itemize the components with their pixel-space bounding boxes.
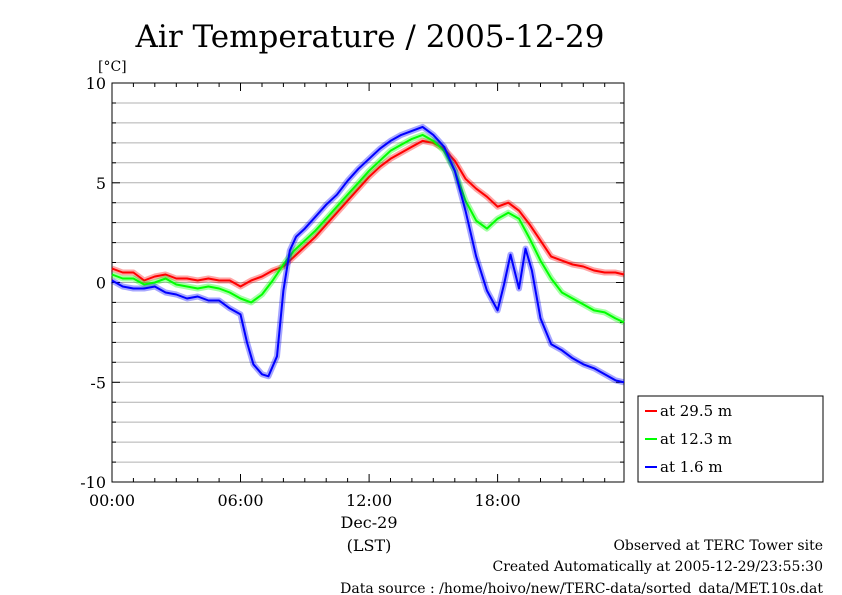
y-tick-label: -10 [80, 473, 106, 492]
y-tick-label: -5 [90, 373, 106, 392]
x-tick-labels: 00:00 06:00 12:00 18:00 [89, 491, 521, 510]
legend-box [637, 395, 824, 483]
series-line [111, 133, 625, 324]
date-label: Dec-29 [340, 513, 397, 532]
legend: at 29.5 m at 12.3 m at 1.6 m [645, 402, 732, 476]
series-line [111, 139, 625, 288]
y-tick-labels: 10 5 0 -5 -10 [80, 74, 106, 492]
x-tick-label: 00:00 [89, 491, 135, 510]
y-axis-unit-label: [°C] [98, 59, 127, 75]
grid-lines [112, 102, 624, 463]
x-tick-label: 18:00 [475, 491, 521, 510]
x-tick-label: 12:00 [346, 491, 392, 510]
y-tick-label: 10 [86, 74, 106, 93]
created-timestamp-note: Created Automatically at 2005-12-29/23:5… [492, 559, 823, 575]
legend-label: at 12.3 m [660, 430, 732, 448]
x-axis-label: (LST) [347, 536, 392, 555]
data-source-note: Data source : /home/hoivo/new/TERC-data/… [340, 581, 823, 595]
y-tick-label: 5 [96, 174, 106, 193]
legend-label: at 1.6 m [660, 458, 723, 476]
x-tick-label: 06:00 [217, 491, 263, 510]
y-tick-label: 0 [96, 274, 106, 293]
legend-label: at 29.5 m [660, 402, 732, 420]
chart-title: Air Temperature / 2005-12-29 [135, 19, 605, 55]
series-lines [110, 123, 626, 386]
observed-site-note: Observed at TERC Tower site [613, 538, 823, 554]
series-line [111, 125, 625, 384]
